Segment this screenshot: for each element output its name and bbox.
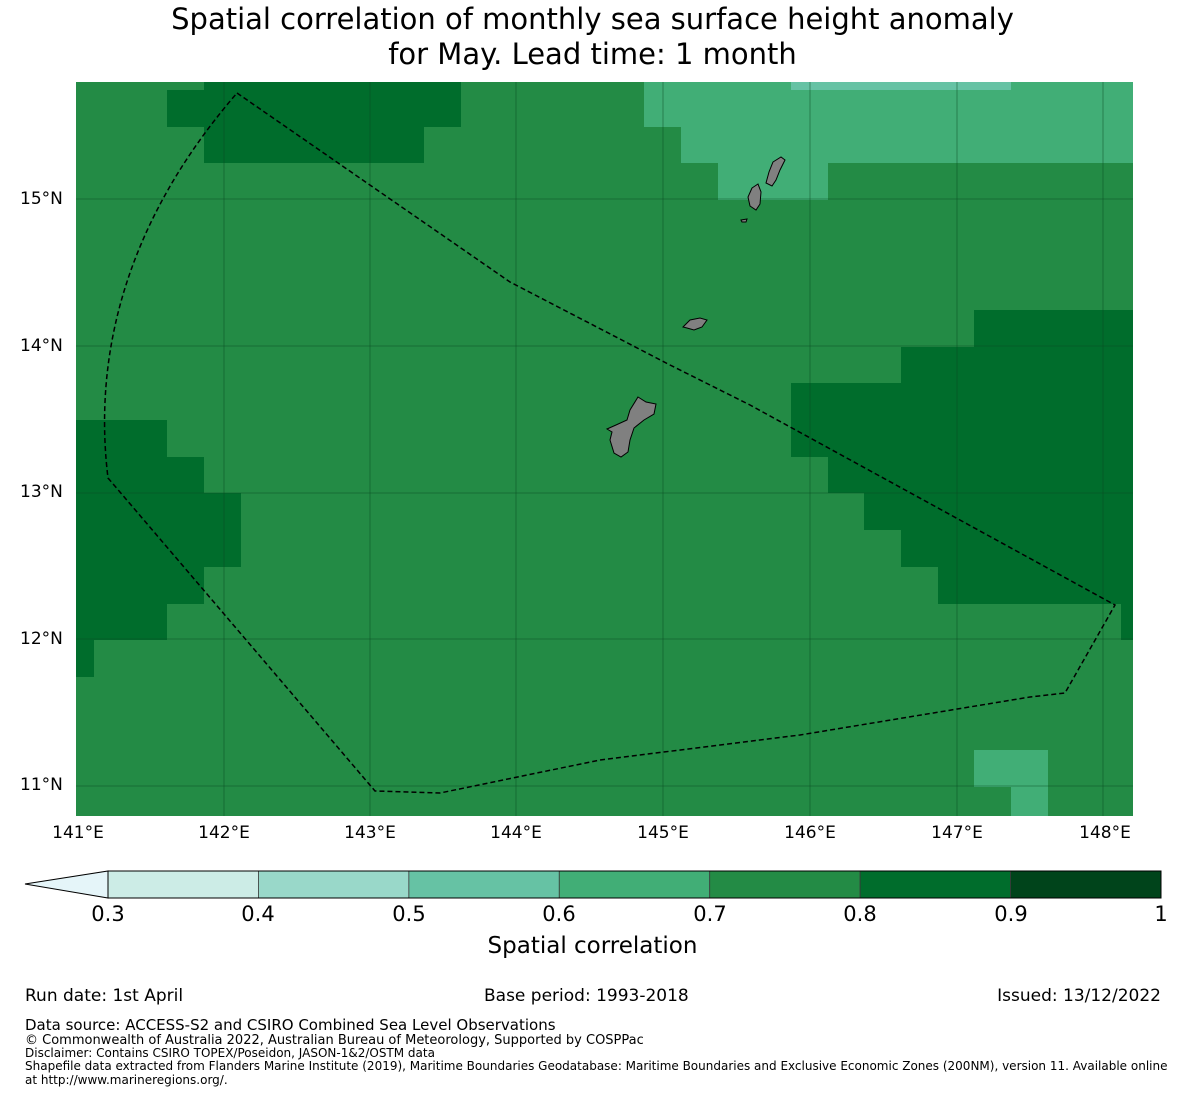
colorbar-frame [107, 870, 1162, 899]
colorbar-tick-5: 0.8 [843, 902, 877, 926]
colorbar-tick-1: 0.4 [241, 902, 275, 926]
copyright-notice: © Commonwealth of Australia 2022, Austra… [25, 1033, 644, 1048]
colorbar-box-3 [558, 870, 711, 899]
colorbar-tick-2: 0.5 [392, 902, 426, 926]
tinian-island [747, 183, 762, 211]
colorbar-tick-6: 0.9 [994, 902, 1028, 926]
lon-label-147: 147°E [931, 823, 983, 843]
islands [605, 156, 786, 458]
guam-island [605, 396, 657, 458]
lon-label-141: 141°E [52, 823, 104, 843]
lower-correlation-cells [644, 82, 1133, 816]
lon-label-143: 143°E [344, 823, 396, 843]
colorbar-box-0 [107, 870, 259, 899]
high-correlation-cells [76, 82, 1133, 677]
rota-island [682, 317, 708, 331]
lon-label-142: 142°E [198, 823, 250, 843]
eez-boundary [103, 91, 1117, 794]
colorbar-box-2 [408, 870, 560, 899]
colorbar-tick-3: 0.6 [542, 902, 576, 926]
lat-label-11: 11°N [20, 775, 63, 795]
colorbar-box-4 [709, 870, 861, 899]
lon-label-146: 146°E [784, 823, 836, 843]
lat-label-14: 14°N [20, 336, 63, 356]
gridlines [76, 82, 1133, 816]
data-source: Data source: ACCESS-S2 and CSIRO Combine… [25, 1016, 556, 1034]
title-line-1: Spatial correlation of monthly sea surfa… [171, 2, 1014, 36]
shapefile-credit-line-1: Shapefile data extracted from Flanders M… [25, 1059, 1168, 1073]
colorbar-extend-arrow [24, 870, 109, 899]
title-line-2: for May. Lead time: 1 month [388, 37, 797, 71]
saipan-island [765, 156, 786, 187]
lon-label-145: 145°E [637, 823, 689, 843]
colorbar-tick-4: 0.7 [693, 902, 727, 926]
base-period: Base period: 1993-2018 [484, 986, 689, 1006]
lowest-correlation-strip [791, 82, 1011, 90]
run-date: Run date: 1st April [25, 986, 184, 1006]
colorbar-box-5 [859, 870, 1011, 899]
colorbar-boxes [107, 870, 1162, 899]
colorbar-box-1 [258, 870, 410, 899]
lon-label-144: 144°E [490, 823, 542, 843]
disclaimer: Disclaimer: Contains CSIRO TOPEX/Poseido… [25, 1046, 435, 1060]
lat-label-15: 15°N [20, 189, 63, 209]
chart-title: Spatial correlation of monthly sea surfa… [0, 2, 1185, 72]
lat-label-13: 13°N [20, 482, 63, 502]
lat-label-12: 12°N [20, 629, 63, 649]
lon-label-148: 148°E [1079, 823, 1131, 843]
aguijan-island [740, 218, 748, 223]
shapefile-credit-line-2: at http://www.marineregions.org/. [25, 1073, 228, 1087]
colorbar-label: Spatial correlation [487, 933, 698, 959]
colorbar-tick-0: 0.3 [91, 902, 125, 926]
issued-date: Issued: 13/12/2022 [997, 986, 1161, 1006]
colorbar-tick-7: 1 [1154, 902, 1168, 926]
colorbar-box-6 [1010, 870, 1162, 899]
